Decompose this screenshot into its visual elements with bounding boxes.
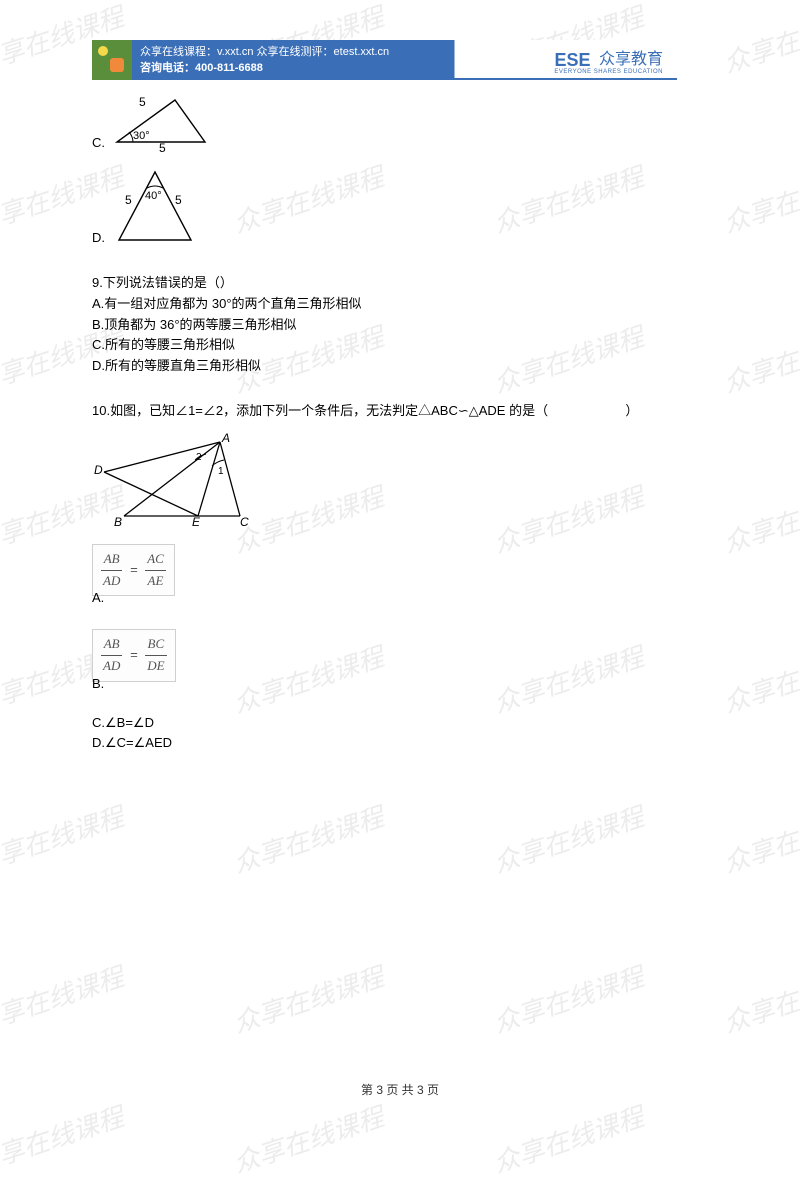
q10-opt-b-formula: ABAD = BCDE	[92, 629, 176, 682]
question-9: 9.下列说法错误的是（） A.有一组对应角都为 30°的两个直角三角形相似 B.…	[92, 273, 692, 377]
q9-opt-a: A.有一组对应角都为 30°的两个直角三角形相似	[92, 294, 692, 315]
header-banner: 众享在线课程：v.xxt.cn 众享在线测评：etest.xxt.cn 咨询电话…	[92, 40, 677, 80]
tri-d-angle: 40°	[145, 190, 162, 202]
header-logo-icon	[92, 40, 132, 80]
q10-a-rden: AE	[145, 571, 166, 592]
q10-fig-A: A	[221, 431, 230, 445]
q10-b-rden: DE	[145, 656, 166, 677]
header-brand: ESE 众享教育 EVERYONE SHARES EDUCATION	[554, 45, 663, 75]
tri-d-side-left: 5	[125, 193, 132, 207]
header-line1: 众享在线课程：v.xxt.cn 众享在线测评：etest.xxt.cn	[140, 44, 389, 60]
question-10: 10.如图，已知∠1=∠2，添加下列一个条件后，无法判定△ABC∽△ADE 的是…	[92, 401, 692, 754]
tri-c-side-bottom: 5	[159, 141, 166, 154]
brand-logo-e: E	[579, 50, 591, 71]
option-c-block: C. 5 5 30°	[92, 92, 692, 154]
q10-fig-B: B	[114, 515, 122, 529]
q10-b-rnum: BC	[145, 634, 166, 656]
q10-b-lnum: AB	[101, 634, 122, 656]
brand-sub: EVERYONE SHARES EDUCATION	[554, 69, 663, 75]
q10-b-lden: AD	[101, 656, 122, 677]
q9-opt-d: D.所有的等腰直角三角形相似	[92, 356, 692, 377]
q10-opt-d: D.∠C=∠AED	[92, 733, 692, 754]
brand-cn: 众享教育	[599, 45, 663, 69]
triangle-c-figure: 5 5 30°	[105, 92, 215, 154]
content-area: C. 5 5 30° D. 5 5 40° 9.下列说法错误的是（） A.有	[92, 92, 692, 754]
option-c-label: C.	[92, 133, 105, 154]
q10-fig-D: D	[94, 463, 103, 477]
q9-opt-b: B.顶角都为 36°的两等腰三角形相似	[92, 315, 692, 336]
q10-figure: A D B E C 1 2	[92, 430, 262, 530]
q10-opt-b-label: B.	[92, 676, 104, 691]
q10-a-rnum: AC	[145, 549, 166, 571]
q9-opt-c: C.所有的等腰三角形相似	[92, 335, 692, 356]
q10-a-lnum: AB	[101, 549, 122, 571]
q10-stem-suffix: ）	[625, 403, 638, 418]
q10-fig-E: E	[192, 515, 201, 529]
brand-logo-es: ES	[555, 50, 579, 71]
header-line2: 咨询电话：400-811-6688	[140, 60, 389, 76]
q10-fig-C: C	[240, 515, 249, 529]
triangle-d-figure: 5 5 40°	[105, 164, 205, 249]
q10-a-lden: AD	[101, 571, 122, 592]
q10-opt-b: ABAD = BCDE B.	[92, 629, 692, 708]
tri-c-angle: 30°	[133, 130, 150, 142]
option-d-block: D. 5 5 40°	[92, 164, 692, 249]
page-footer: 第 3 页 共 3 页	[0, 1081, 800, 1098]
header-text: 众享在线课程：v.xxt.cn 众享在线测评：etest.xxt.cn 咨询电话…	[140, 44, 389, 76]
q10-opt-c: C.∠B=∠D	[92, 713, 692, 734]
tri-c-side-top: 5	[139, 95, 146, 109]
q10-fig-ang2: 2	[196, 452, 202, 463]
q10-fig-ang1: 1	[218, 466, 224, 477]
q10-opt-a-formula: ABAD = ACAE	[92, 544, 175, 597]
q10-opt-a: ABAD = ACAE A.	[92, 544, 692, 623]
q10-opt-a-label: A.	[92, 590, 104, 605]
q10-stem: 10.如图，已知∠1=∠2，添加下列一个条件后，无法判定△ABC∽△ADE 的是…	[92, 401, 692, 422]
option-d-label: D.	[92, 228, 105, 249]
q9-stem: 9.下列说法错误的是（）	[92, 273, 692, 294]
q10-stem-prefix: 10.如图，已知∠1=∠2，添加下列一个条件后，无法判定△ABC∽△ADE 的是…	[92, 403, 548, 418]
tri-d-side-right: 5	[175, 193, 182, 207]
